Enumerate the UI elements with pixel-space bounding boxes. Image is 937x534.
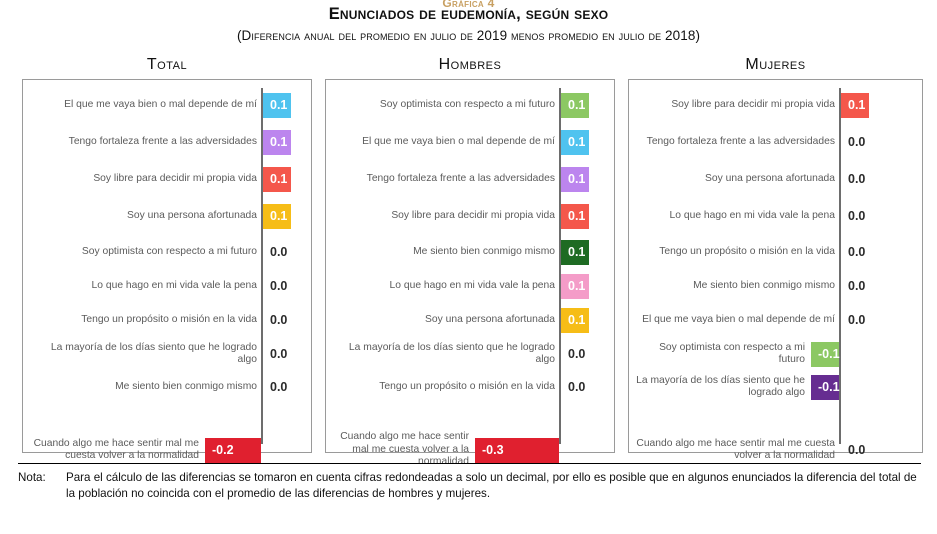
- bar: 0.1: [561, 273, 589, 299]
- panel-plot-area: Soy libre para decidir mi propia vida 0.1…: [628, 79, 923, 461]
- bar: 0.1: [561, 92, 589, 118]
- bar-label: Soy optimista con respecto a mi futuro: [659, 341, 805, 365]
- bar: -0.3: [475, 437, 559, 463]
- bar: -0.1: [811, 341, 840, 367]
- bar-label: Lo que hago en mi vida vale la pena: [389, 279, 555, 291]
- bar-label: Soy libre para decidir mi propia vida: [671, 98, 835, 110]
- bar: -0.2: [205, 437, 261, 463]
- bar-label: Me siento bien conmigo mismo: [413, 245, 555, 257]
- bar-label: La mayoría de los días siento que he log…: [50, 341, 257, 365]
- bar-label: El que me vaya bien o mal depende de mí: [64, 98, 257, 110]
- chart-panels: Total El que me vaya bien o mal depende d…: [0, 55, 937, 467]
- bar-value: 0.0: [848, 209, 866, 223]
- bar: 0.1: [263, 129, 291, 155]
- panel-title-mujeres: Mujeres: [745, 56, 806, 73]
- bar-value: 0.0: [848, 172, 866, 186]
- bar-label: La mayoría de los días siento que he log…: [636, 374, 805, 398]
- note-divider: [18, 463, 921, 464]
- zero-axis-line: [261, 88, 263, 444]
- bar: 0.1: [263, 92, 291, 118]
- bar-label: La mayoría de los días siento que he log…: [348, 341, 555, 365]
- zero-axis-line: [839, 88, 841, 444]
- panel-plot-area: El que me vaya bien o mal depende de mí 0…: [22, 79, 312, 463]
- bar-value: 0.0: [848, 443, 866, 457]
- panel-plot-area: Soy optimista con respecto a mi futuro 0.…: [325, 79, 615, 467]
- bar-value: -0.1: [818, 346, 840, 361]
- bar: 0.1: [263, 166, 291, 192]
- bar-label: Soy una persona afortunada: [127, 209, 257, 221]
- bar-label: Tengo un propósito o misión en la vida: [81, 313, 257, 325]
- bar-value: 0.0: [270, 313, 288, 327]
- bar-value: -0.2: [212, 442, 234, 457]
- footnote-label: Nota:: [18, 471, 46, 484]
- panel-hombres: Hombres Soy optimista con respecto a mi f…: [325, 55, 615, 467]
- bar-value: 0.1: [270, 97, 288, 112]
- bar-value: 0.0: [270, 245, 288, 259]
- bar-label: Tengo fortaleza frente a las adversidade…: [646, 135, 835, 147]
- bar-label: Tengo fortaleza frente a las adversidade…: [366, 172, 555, 184]
- bar-label: Soy una persona afortunada: [425, 313, 555, 325]
- bar-label: Soy optimista con respecto a mi futuro: [81, 245, 257, 257]
- bar-value: 0.0: [568, 380, 586, 394]
- bar-value: 0.0: [270, 380, 288, 394]
- bar-value: 0.1: [848, 97, 866, 112]
- bar-value: 0.1: [568, 312, 586, 327]
- footnote: Nota: Para el cálculo de las diferencias…: [18, 470, 923, 502]
- bar: 0.1: [561, 239, 589, 265]
- bar-label: Tengo un propósito o misión en la vida: [379, 380, 555, 392]
- bar-label: Cuando algo me hace sentir mal me cuesta…: [340, 431, 469, 468]
- bar-value: 0.0: [270, 279, 288, 293]
- bar-value: 0.0: [848, 313, 866, 327]
- bar-label: Soy optimista con respecto a mi futuro: [379, 98, 555, 110]
- page-subtitle: (Diferencia anual del promedio en julio …: [236, 28, 701, 43]
- bar-label: Soy libre para decidir mi propia vida: [391, 209, 555, 221]
- bar-value: 0.1: [568, 208, 586, 223]
- bar-value: 0.1: [568, 171, 586, 186]
- bar-value: 0.0: [568, 347, 586, 361]
- bar-label: Me siento bien conmigo mismo: [115, 380, 257, 392]
- bar-label: Me siento bien conmigo mismo: [693, 279, 835, 291]
- bar-label: Tengo un propósito o misión en la vida: [659, 245, 835, 257]
- bar-value: 0.0: [848, 245, 866, 259]
- panel-mujeres: Mujeres Soy libre para decidir mi propia …: [628, 55, 923, 461]
- bar-label: Soy una persona afortunada: [705, 172, 835, 184]
- bar-value: -0.3: [482, 442, 504, 457]
- bar-value: 0.0: [848, 135, 866, 149]
- panel-total: Total El que me vaya bien o mal depende d…: [22, 55, 312, 463]
- panel-title-total: Total: [146, 56, 188, 73]
- panel-title-hombres: Hombres: [438, 56, 502, 73]
- bar-value: 0.1: [270, 134, 288, 149]
- bar-value: 0.1: [270, 208, 288, 223]
- bar: 0.1: [561, 166, 589, 192]
- bar: -0.1: [811, 374, 840, 400]
- bar: 0.1: [263, 203, 291, 229]
- bar-value: 0.1: [568, 278, 586, 293]
- bar-label: Cuando algo me hace sentir mal me cuesta…: [636, 437, 835, 461]
- bar: 0.1: [561, 203, 589, 229]
- bar-value: 0.1: [270, 171, 288, 186]
- bar: 0.1: [841, 92, 869, 118]
- bar-label: El que me vaya bien o mal depende de mí: [362, 135, 555, 147]
- figure-number: Gráfica 4: [442, 0, 495, 10]
- bar-value: 0.1: [568, 134, 586, 149]
- bar-value: 0.1: [568, 244, 586, 259]
- bar-value: -0.1: [818, 379, 840, 394]
- bar-value: 0.1: [568, 97, 586, 112]
- bar: 0.1: [561, 307, 589, 333]
- bar-label: Lo que hago en mi vida vale la pena: [91, 279, 257, 291]
- bar-value: 0.0: [848, 279, 866, 293]
- zero-axis-line: [559, 88, 561, 444]
- bar: 0.1: [561, 129, 589, 155]
- footnote-text: Para el cálculo de las diferencias se to…: [66, 471, 917, 500]
- page-title: Enunciados de eudemonía, según sexo: [328, 5, 609, 23]
- bar-label: El que me vaya bien o mal depende de mí: [642, 313, 835, 325]
- bar-label: Tengo fortaleza frente a las adversidade…: [68, 135, 257, 147]
- bar-value: 0.0: [270, 347, 288, 361]
- bar-label: Cuando algo me hace sentir mal me cuesta…: [33, 437, 199, 461]
- bar-label: Lo que hago en mi vida vale la pena: [669, 209, 835, 221]
- bar-label: Soy libre para decidir mi propia vida: [93, 172, 257, 184]
